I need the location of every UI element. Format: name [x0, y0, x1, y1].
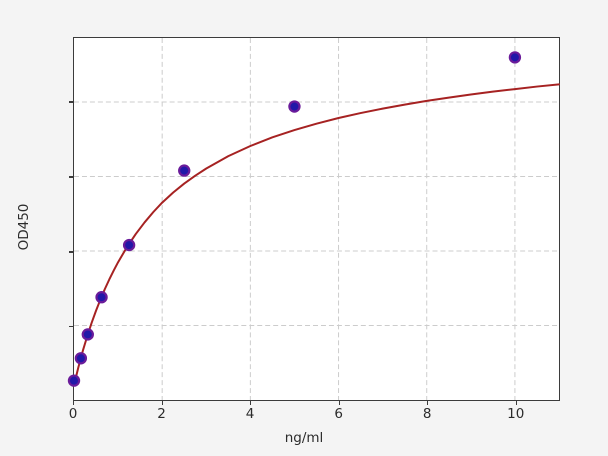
y-tick-mark: [69, 101, 73, 103]
x-tick-mark: [73, 401, 75, 405]
fitted-curve-group: [73, 83, 560, 387]
data-point-marker: [81, 328, 94, 341]
x-tick-label: 6: [334, 406, 343, 422]
data-point-marker: [288, 100, 301, 113]
y-tick-mark: [69, 326, 73, 328]
data-point-marker: [178, 164, 191, 177]
y-axis-label: OD450: [16, 203, 32, 251]
x-tick-mark: [427, 401, 429, 405]
x-tick-mark: [161, 401, 163, 405]
gridlines-group: [74, 38, 559, 400]
x-tick-label: 10: [507, 406, 525, 422]
x-tick-label: 4: [245, 406, 255, 422]
plot-axes-area: [67, 37, 560, 401]
x-tick-label: 8: [422, 406, 432, 422]
x-tick-mark: [250, 401, 252, 405]
x-tick-label: 0: [68, 406, 78, 422]
data-point-marker: [508, 51, 522, 64]
data-point-marker: [67, 374, 81, 387]
y-tick-mark: [69, 251, 73, 253]
data-point-marker: [74, 352, 88, 365]
data-point-marker: [95, 291, 108, 304]
chart-canvas: [67, 38, 560, 400]
x-tick-mark: [515, 401, 518, 405]
x-tick-label: 2: [157, 406, 166, 422]
x-tick-mark: [338, 401, 340, 405]
data-points-group: [67, 51, 522, 387]
y-tick-mark: [69, 176, 73, 178]
fitted-curve-line: [73, 83, 560, 387]
data-point-marker: [122, 238, 136, 252]
x-axis-label: ng/ml: [284, 430, 324, 446]
